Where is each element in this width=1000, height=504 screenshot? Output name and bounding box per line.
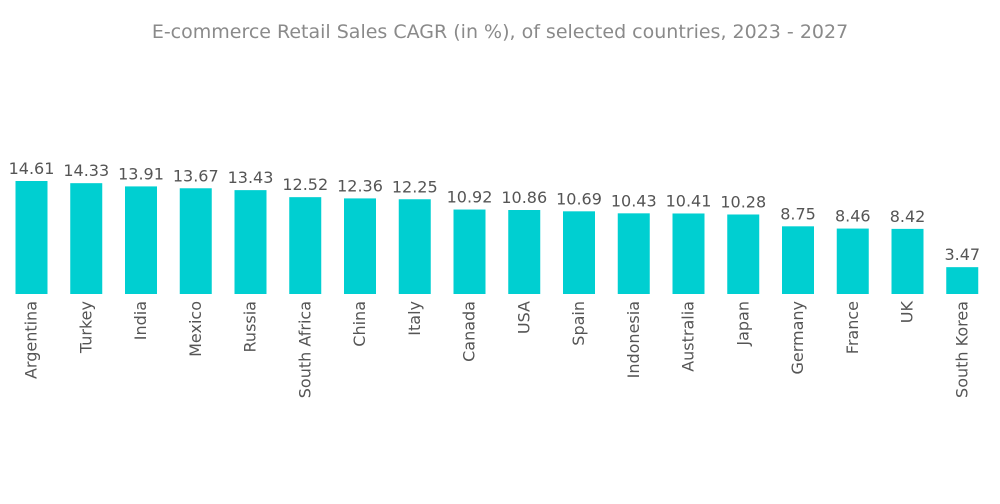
bar-japan	[727, 214, 760, 294]
category-label-turkey: Turkey	[76, 301, 95, 354]
category-label-france: France	[843, 301, 862, 354]
category-label-india: India	[131, 301, 150, 340]
category-label-usa: USA	[514, 301, 533, 334]
value-label-turkey: 14.33	[63, 161, 109, 180]
value-label-india: 13.91	[118, 164, 164, 183]
value-labels-group: 14.61 14.33 13.91 13.67 13.43 12.52 12.36 12.25…	[9, 159, 980, 264]
bar-france	[836, 228, 869, 294]
category-label-germany: Germany	[788, 301, 807, 375]
category-label-italy: Italy	[405, 301, 424, 336]
bar-usa	[508, 210, 541, 294]
bar-south-korea	[946, 267, 979, 294]
value-label-japan: 10.28	[720, 192, 766, 211]
chart-title: E-commerce Retail Sales CAGR (in %), of …	[152, 21, 848, 43]
bar-italy	[398, 199, 431, 294]
bar-china	[344, 198, 376, 294]
bar-south-africa	[289, 197, 322, 294]
bar-indonesia	[617, 213, 650, 294]
value-label-italy: 12.25	[392, 177, 438, 196]
category-labels-group: Argentina Turkey India Mexico Russia South Af…	[22, 300, 972, 398]
category-label-south-korea: South Korea	[952, 301, 971, 398]
value-label-spain: 10.69	[556, 189, 602, 208]
value-label-south-africa: 12.52	[282, 175, 328, 194]
category-label-australia: Australia	[679, 301, 698, 372]
category-label-mexico: Mexico	[186, 301, 205, 357]
bar-germany	[782, 226, 814, 294]
category-label-russia: Russia	[241, 301, 260, 352]
value-label-china: 12.36	[337, 176, 383, 195]
bars-group	[15, 181, 979, 294]
category-label-argentina: Argentina	[22, 301, 41, 379]
value-label-mexico: 13.67	[173, 166, 219, 185]
category-label-indonesia: Indonesia	[624, 301, 643, 378]
category-label-south-africa: South Africa	[295, 301, 314, 398]
value-label-france: 8.46	[835, 207, 871, 226]
value-label-argentina: 14.61	[9, 159, 55, 178]
value-label-australia: 10.41	[666, 191, 712, 210]
category-label-spain: Spain	[569, 301, 588, 346]
bar-india	[125, 186, 157, 294]
value-label-south-korea: 3.47	[944, 245, 980, 264]
bar-spain	[563, 211, 595, 294]
category-label-uk: UK	[898, 300, 917, 323]
value-label-indonesia: 10.43	[611, 191, 657, 210]
bar-australia	[672, 213, 705, 294]
bar-argentina	[15, 181, 48, 294]
value-label-uk: 8.42	[890, 207, 926, 226]
value-label-usa: 10.86	[501, 188, 547, 207]
bar-mexico	[179, 188, 212, 294]
value-label-germany: 8.75	[780, 204, 816, 223]
category-label-canada: Canada	[460, 301, 479, 362]
category-label-china: China	[350, 301, 369, 347]
bar-uk	[891, 228, 924, 294]
bar-russia	[234, 190, 267, 294]
value-label-canada: 10.92	[447, 188, 493, 207]
value-label-russia: 13.43	[228, 168, 274, 187]
bar-turkey	[70, 183, 103, 294]
category-label-japan: Japan	[733, 301, 752, 347]
bar-canada	[453, 209, 486, 294]
